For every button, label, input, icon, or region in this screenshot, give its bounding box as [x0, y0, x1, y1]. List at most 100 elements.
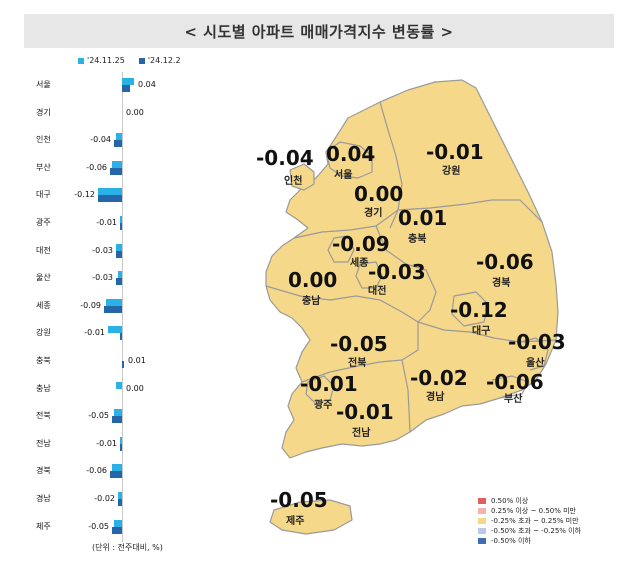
category-label: 충남 [36, 383, 51, 393]
bar-value-label: 0.01 [128, 356, 146, 365]
bar-value-label: -0.05 [88, 521, 109, 531]
bar-row: 경남 -0.02 [24, 486, 184, 514]
bar-row: 강원 -0.01 [24, 320, 184, 348]
bar-week1 [120, 436, 122, 444]
map-legend-swatch [478, 498, 486, 504]
bar-week2 [120, 333, 122, 341]
map-legend-item: 0.50% 이상 [478, 496, 581, 506]
bar-row: 서울 0.04 [24, 72, 184, 100]
bar-week1 [114, 409, 122, 417]
map-legend-swatch [478, 538, 486, 544]
value-chungnam: 0.00 [288, 268, 338, 292]
title-bar: < 시도별 아파트 매매가격지수 변동률 > [24, 14, 614, 48]
value-seoul: 0.04 [326, 142, 376, 166]
category-label: 전남 [36, 438, 51, 448]
label-jeonbuk: 전북 [348, 358, 367, 369]
bar-value-label: 0.00 [126, 383, 144, 393]
label-ulsan: 울산 [526, 358, 545, 369]
category-label: 충북 [36, 356, 51, 365]
bar-week2 [112, 526, 122, 534]
legend-label-week2: '24.12.2 [147, 56, 181, 65]
label-gyeongnam: 경남 [426, 392, 445, 403]
value-jeonbuk: -0.05 [330, 332, 388, 356]
bar-week2 [120, 223, 122, 230]
bar-week1 [98, 188, 122, 196]
bar-week1 [120, 216, 122, 223]
map-border-chungbuk [375, 225, 437, 323]
bar-row: 대구 -0.12 [24, 182, 184, 210]
value-gwangju: -0.01 [300, 372, 358, 396]
label-gyeonggi: 경기 [364, 208, 383, 219]
map-legend-label: -0.25% 초과 ~ 0.25% 미만 [491, 517, 579, 525]
map-legend-item: 0.25% 이상 ~ 0.50% 미만 [478, 506, 581, 516]
bar-row: 부산 -0.06 [24, 155, 184, 183]
value-busan: -0.06 [486, 370, 544, 394]
bar-week1 [106, 298, 122, 306]
bar-row: 대전 -0.03 [24, 238, 184, 266]
bar-week2 [110, 167, 122, 175]
value-gangwon: -0.01 [426, 140, 484, 164]
value-jeonnam: -0.01 [336, 400, 394, 424]
bar-week2 [112, 416, 122, 424]
bar-week1 [112, 160, 122, 168]
bar-row: 충남 0.00 [24, 376, 184, 404]
bar-week1 [108, 326, 122, 334]
category-label: 제주 [36, 521, 51, 531]
category-label: 부산 [36, 162, 51, 172]
korea-map: -0.04 인천 0.04 서울 0.00 경기 -0.01 강원 0.01 충… [230, 60, 600, 550]
legend-label-week1: '24.11.25 [87, 56, 125, 65]
bar-week1 [116, 133, 122, 141]
value-ulsan: -0.03 [508, 330, 566, 354]
map-border-jeolla [301, 322, 419, 383]
map-jeju [269, 499, 353, 535]
map-border-gyeonggi-gangwon [379, 101, 403, 229]
map-border-gyeongbuk-south [417, 321, 557, 343]
legend-item-week1: '24.11.25 [78, 56, 125, 65]
map-border-gyeonggi-south [293, 209, 399, 239]
bar-value-label: -0.06 [86, 466, 107, 476]
map-svg [265, 79, 559, 535]
bar-week2 [98, 195, 122, 203]
map-border-seoul [325, 141, 373, 179]
bar-value-label: -0.05 [88, 411, 109, 421]
label-gangwon: 강원 [442, 166, 461, 177]
category-label: 광주 [36, 218, 51, 227]
map-legend-label: -0.50% 초과 ~ -0.25% 이하 [491, 527, 582, 535]
bar-week2 [116, 278, 122, 286]
bar-row: 울산 -0.03 [24, 265, 184, 293]
bar-row: 제주 -0.05 [24, 514, 184, 542]
category-label: 인천 [36, 135, 51, 145]
label-gwangju: 광주 [314, 400, 333, 411]
label-daegu: 대구 [472, 326, 491, 337]
map-border-gyeongnam-west [401, 359, 411, 433]
bar-value-label: -0.06 [86, 162, 107, 172]
label-seoul: 서울 [334, 170, 353, 181]
value-gyeongnam: -0.02 [410, 366, 468, 390]
category-label: 세종 [36, 300, 51, 310]
bar-week2 [116, 250, 122, 258]
bar-value-label: -0.03 [92, 245, 113, 255]
value-sejong: -0.09 [332, 232, 390, 256]
map-legend-label: 0.25% 이상 ~ 0.50% 미만 [491, 507, 577, 515]
map-border-daejeon [355, 261, 383, 289]
category-label: 울산 [36, 273, 51, 283]
label-gyeongbuk: 경북 [492, 278, 511, 289]
value-gyeonggi: 0.00 [354, 182, 404, 206]
map-border-ulsan [519, 337, 549, 371]
bar-value-label: -0.12 [74, 190, 95, 200]
label-sejong: 세종 [350, 258, 369, 269]
value-chungbuk: 0.01 [398, 206, 448, 230]
bar-week2 [118, 499, 122, 506]
map-border-gangwon-south [397, 199, 543, 223]
map-border-daegu [451, 291, 489, 327]
bar-value-label: 0.04 [138, 80, 156, 89]
bar-row: 경북 -0.06 [24, 458, 184, 486]
label-incheon: 인천 [284, 176, 303, 187]
bar-week2 [114, 140, 122, 148]
bar-chart: 서울 0.04 경기 0.00 인천 -0.04 부산 -0.06 대구 -0.12 광주 -0.01… [24, 72, 184, 542]
bar-week1 [112, 464, 122, 472]
map-legend-swatch [478, 518, 486, 524]
bar-value-label: -0.01 [96, 218, 117, 227]
value-daegu: -0.12 [450, 298, 508, 322]
label-chungbuk: 충북 [408, 234, 427, 245]
